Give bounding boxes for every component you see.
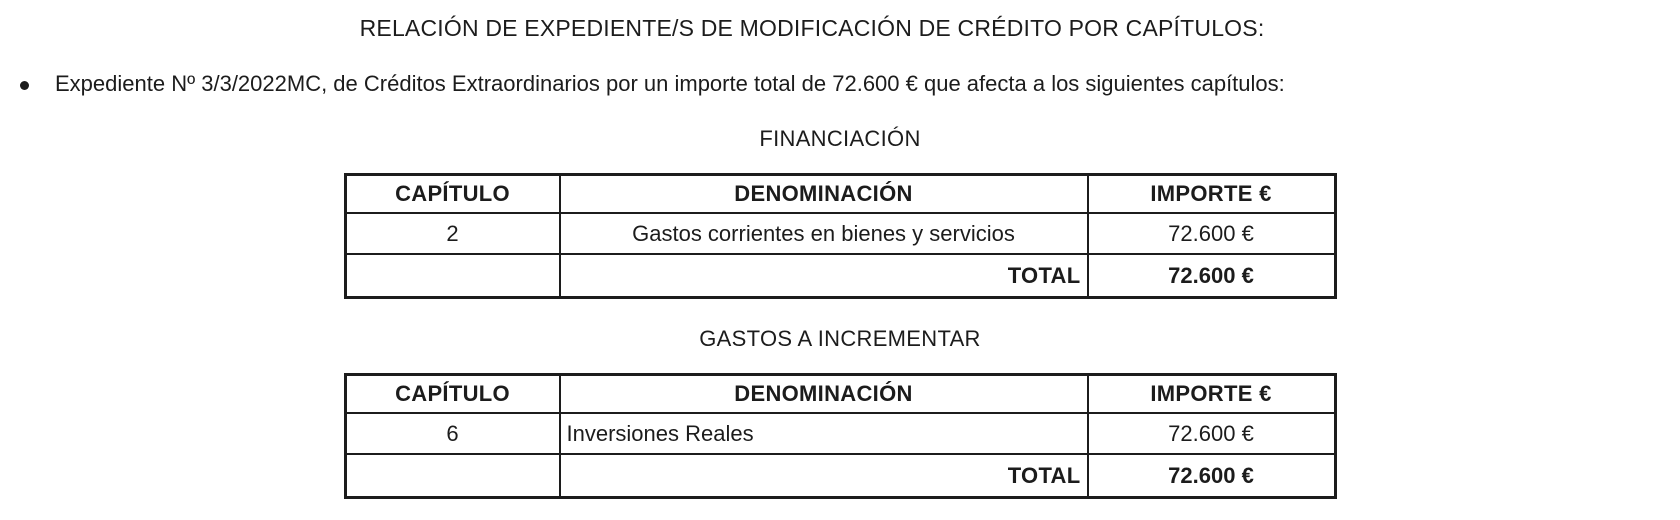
cell-denominacion: Inversiones Reales <box>558 412 1089 455</box>
cell-capitulo-empty <box>344 453 561 499</box>
total-row: TOTAL 72.600 € <box>344 453 1336 499</box>
total-label: TOTAL <box>558 253 1089 299</box>
total-label: TOTAL <box>558 453 1089 499</box>
header-importe: IMPORTE € <box>1086 173 1336 214</box>
section-gastos-a-incrementar: GASTOS A INCREMENTAR CAPÍTULO DENOMINACI… <box>0 325 1680 499</box>
header-denominacion: DENOMINACIÓN <box>558 373 1089 414</box>
total-importe: 72.600 € <box>1086 253 1336 299</box>
gastos-a-incrementar-heading: GASTOS A INCREMENTAR <box>699 326 981 351</box>
header-capitulo: CAPÍTULO <box>344 373 561 414</box>
expediente-bullet-item: Expediente Nº 3/3/2022MC, de Créditos Ex… <box>0 70 1680 98</box>
cell-capitulo: 2 <box>344 212 561 255</box>
financiacion-table: CAPÍTULO DENOMINACIÓN IMPORTE € 2 Gastos… <box>343 173 1337 299</box>
table-row: 2 Gastos corrientes en bienes y servicio… <box>344 212 1336 255</box>
cell-importe: 72.600 € <box>1086 212 1336 255</box>
total-importe: 72.600 € <box>1086 453 1336 499</box>
bullet-marker-icon <box>20 80 29 90</box>
page-title: RELACIÓN DE EXPEDIENTE/S DE MODIFICACIÓN… <box>359 15 1265 41</box>
cell-capitulo-empty <box>344 253 561 299</box>
financiacion-heading: FINANCIACIÓN <box>759 126 921 151</box>
cell-capitulo: 6 <box>344 412 561 455</box>
total-row: TOTAL 72.600 € <box>344 253 1336 299</box>
expediente-bullet-text: Expediente Nº 3/3/2022MC, de Créditos Ex… <box>55 71 1285 96</box>
header-denominacion: DENOMINACIÓN <box>558 173 1089 214</box>
section-financiacion: FINANCIACIÓN CAPÍTULO DENOMINACIÓN IMPOR… <box>0 125 1680 299</box>
cell-denominacion: Gastos corrientes en bienes y servicios <box>558 212 1089 255</box>
header-capitulo: CAPÍTULO <box>344 173 561 214</box>
cell-importe: 72.600 € <box>1086 412 1336 455</box>
header-importe: IMPORTE € <box>1086 373 1336 414</box>
table-header-row: CAPÍTULO DENOMINACIÓN IMPORTE € <box>344 373 1336 414</box>
table-header-row: CAPÍTULO DENOMINACIÓN IMPORTE € <box>344 173 1336 214</box>
table-row: 6 Inversiones Reales 72.600 € <box>344 412 1336 455</box>
gastos-a-incrementar-table: CAPÍTULO DENOMINACIÓN IMPORTE € 6 Invers… <box>343 373 1337 499</box>
